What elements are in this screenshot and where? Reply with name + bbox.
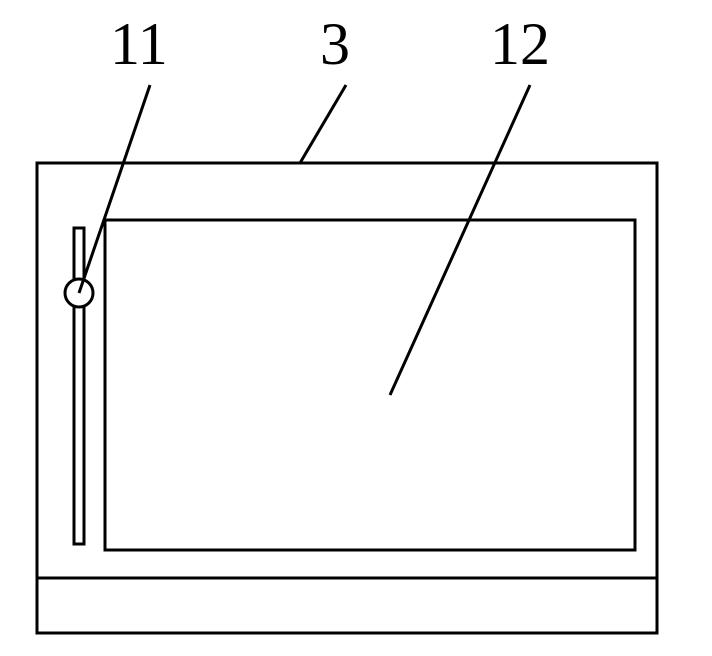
outer-housing-rect [37,163,657,633]
diagram-svg [0,0,712,656]
diagram-canvas: 11 3 12 [0,0,712,656]
inner-panel-rect [105,220,635,550]
leader-11 [79,85,150,293]
leader-3 [300,85,346,163]
slider-track [74,228,84,544]
leader-12 [390,85,530,395]
